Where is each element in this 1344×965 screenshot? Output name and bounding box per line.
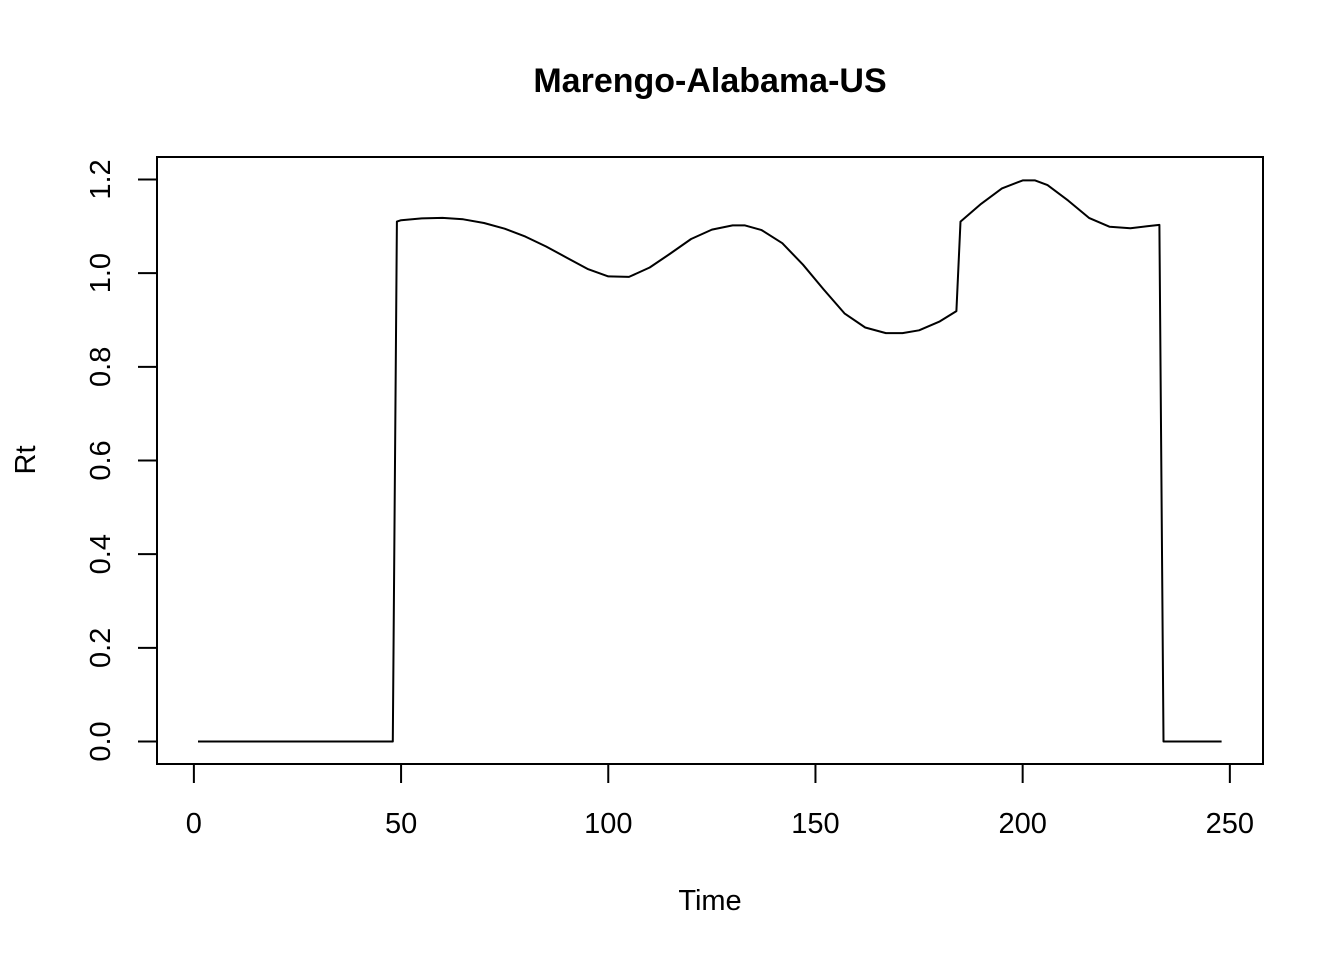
plot-frame xyxy=(156,156,1264,765)
x-tick-label: 200 xyxy=(998,808,1046,840)
x-tick-label: 50 xyxy=(385,808,417,840)
y-tick-label: 0.0 xyxy=(85,721,117,761)
series-layer xyxy=(198,179,1222,743)
y-tick-label: 0.8 xyxy=(85,347,117,387)
chart-title: Marengo-Alabama-US xyxy=(533,62,886,100)
y-axis: 0.0 0.2 0.4 0.6 0.8 1.0 1.2 xyxy=(85,159,158,762)
x-tick-label: 0 xyxy=(186,808,202,840)
y-axis-label: Rt xyxy=(10,446,42,475)
x-axis-label: Time xyxy=(678,885,741,917)
series-line xyxy=(198,179,1222,743)
x-tick-label: 150 xyxy=(791,808,839,840)
y-tick-label: 0.2 xyxy=(85,628,117,668)
y-tick-label: 0.4 xyxy=(85,534,117,574)
x-axis: 0 50 100 150 200 250 xyxy=(186,763,1254,840)
x-tick-label: 100 xyxy=(584,808,632,840)
y-tick-label: 0.6 xyxy=(85,440,117,480)
y-tick-label: 1.0 xyxy=(85,253,117,293)
x-tick-label: 250 xyxy=(1206,808,1254,840)
y-tick-label: 1.2 xyxy=(85,159,117,199)
